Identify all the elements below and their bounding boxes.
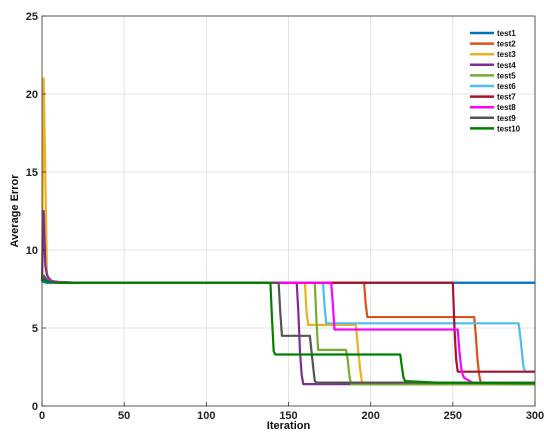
x-tick-label: 100 bbox=[197, 410, 215, 422]
legend-label: test4 bbox=[497, 61, 516, 70]
x-tick-label: 150 bbox=[279, 410, 297, 422]
x-tick-label: 0 bbox=[39, 410, 45, 422]
y-tick-label: 20 bbox=[26, 89, 38, 101]
x-tick-label: 250 bbox=[444, 410, 462, 422]
legend-label: test9 bbox=[497, 114, 516, 123]
series-line-test10 bbox=[41, 278, 536, 385]
x-tick-label: 200 bbox=[361, 410, 379, 422]
y-tick-label: 10 bbox=[26, 245, 38, 257]
series-lines bbox=[40, 77, 536, 386]
legend-label: test6 bbox=[497, 82, 516, 91]
y-tick-label: 0 bbox=[32, 401, 38, 413]
axis-ticks: 0 50 100 150 200 250 300 0 5 10 15 20 25 bbox=[26, 11, 544, 422]
legend-label: test8 bbox=[497, 103, 516, 112]
y-tick-label: 25 bbox=[26, 11, 38, 23]
y-axis-label: Average Error bbox=[9, 174, 21, 248]
legend-label: test10 bbox=[497, 124, 521, 133]
x-tick-label: 50 bbox=[118, 410, 130, 422]
y-tick-label: 5 bbox=[32, 323, 38, 335]
legend-label: test5 bbox=[497, 71, 516, 80]
y-tick-label: 15 bbox=[26, 167, 38, 179]
legend-label: test1 bbox=[497, 29, 516, 38]
x-tick-label: 300 bbox=[526, 410, 544, 422]
legend-label: test7 bbox=[497, 93, 516, 102]
x-axis-label: Iteration bbox=[267, 420, 311, 432]
legend-label: test3 bbox=[497, 50, 516, 59]
legend-label: test2 bbox=[497, 40, 516, 49]
